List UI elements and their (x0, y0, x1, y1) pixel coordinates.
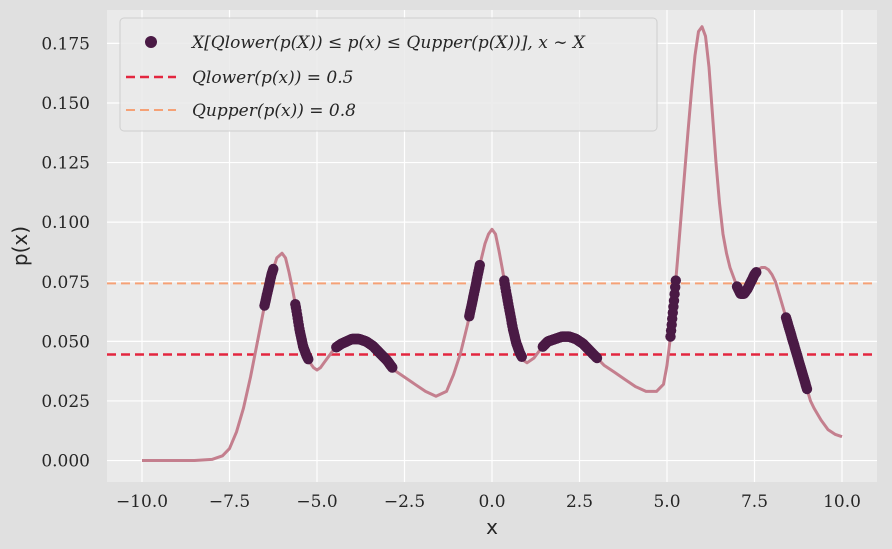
x-tick-label: −2.5 (384, 492, 425, 512)
sample-point (751, 267, 762, 278)
x-tick-label: −5.0 (296, 492, 337, 512)
sample-point (474, 259, 485, 271)
y-tick-label: 0.175 (41, 34, 90, 54)
sample-point (303, 354, 314, 365)
y-axis-label: p(x) (8, 226, 32, 266)
sample-point (670, 275, 681, 286)
legend-label-q-upper: Qupper(p(x)) = 0.8 (192, 101, 356, 121)
threshold-lines (107, 282, 877, 356)
legend-marker-samples (145, 36, 157, 48)
y-tick-label: 0.025 (41, 392, 90, 412)
legend-label-q-lower: Qlower(p(x)) = 0.5 (192, 68, 353, 88)
y-tick-label: 0.075 (41, 273, 90, 293)
sample-point (387, 362, 398, 373)
highlighted-samples (259, 259, 813, 395)
x-tick-label: 10.0 (823, 492, 861, 512)
x-tick-label: 5.0 (653, 492, 680, 512)
y-tick-label: 0.125 (41, 154, 90, 174)
legend: X[Qlower(p(X)) ≤ p(x) ≤ Qupper(p(X))], x… (119, 17, 658, 132)
sample-point (516, 351, 527, 362)
x-tick-label: −10.0 (116, 492, 168, 512)
tick-labels: −10.0 −7.5 −5.0 −2.5 0.0 2.5 5.0 7.5 10.0 0.000 0.… (41, 34, 861, 512)
x-axis-label: x (486, 515, 498, 539)
sample-point (591, 352, 603, 364)
x-tick-label: 0.0 (478, 492, 505, 512)
x-tick-label: −7.5 (209, 492, 250, 512)
legend-box (119, 17, 658, 132)
y-tick-label: 0.000 (41, 452, 90, 472)
x-tick-label: 2.5 (566, 492, 593, 512)
sample-point (268, 263, 279, 275)
y-tick-label: 0.050 (41, 332, 90, 352)
y-tick-label: 0.100 (41, 213, 90, 233)
x-tick-label: 7.5 (741, 492, 768, 512)
sample-point (801, 383, 813, 395)
y-tick-label: 0.150 (41, 94, 90, 114)
legend-label-samples: X[Qlower(p(X)) ≤ p(x) ≤ Qupper(p(X))], x… (190, 33, 586, 53)
